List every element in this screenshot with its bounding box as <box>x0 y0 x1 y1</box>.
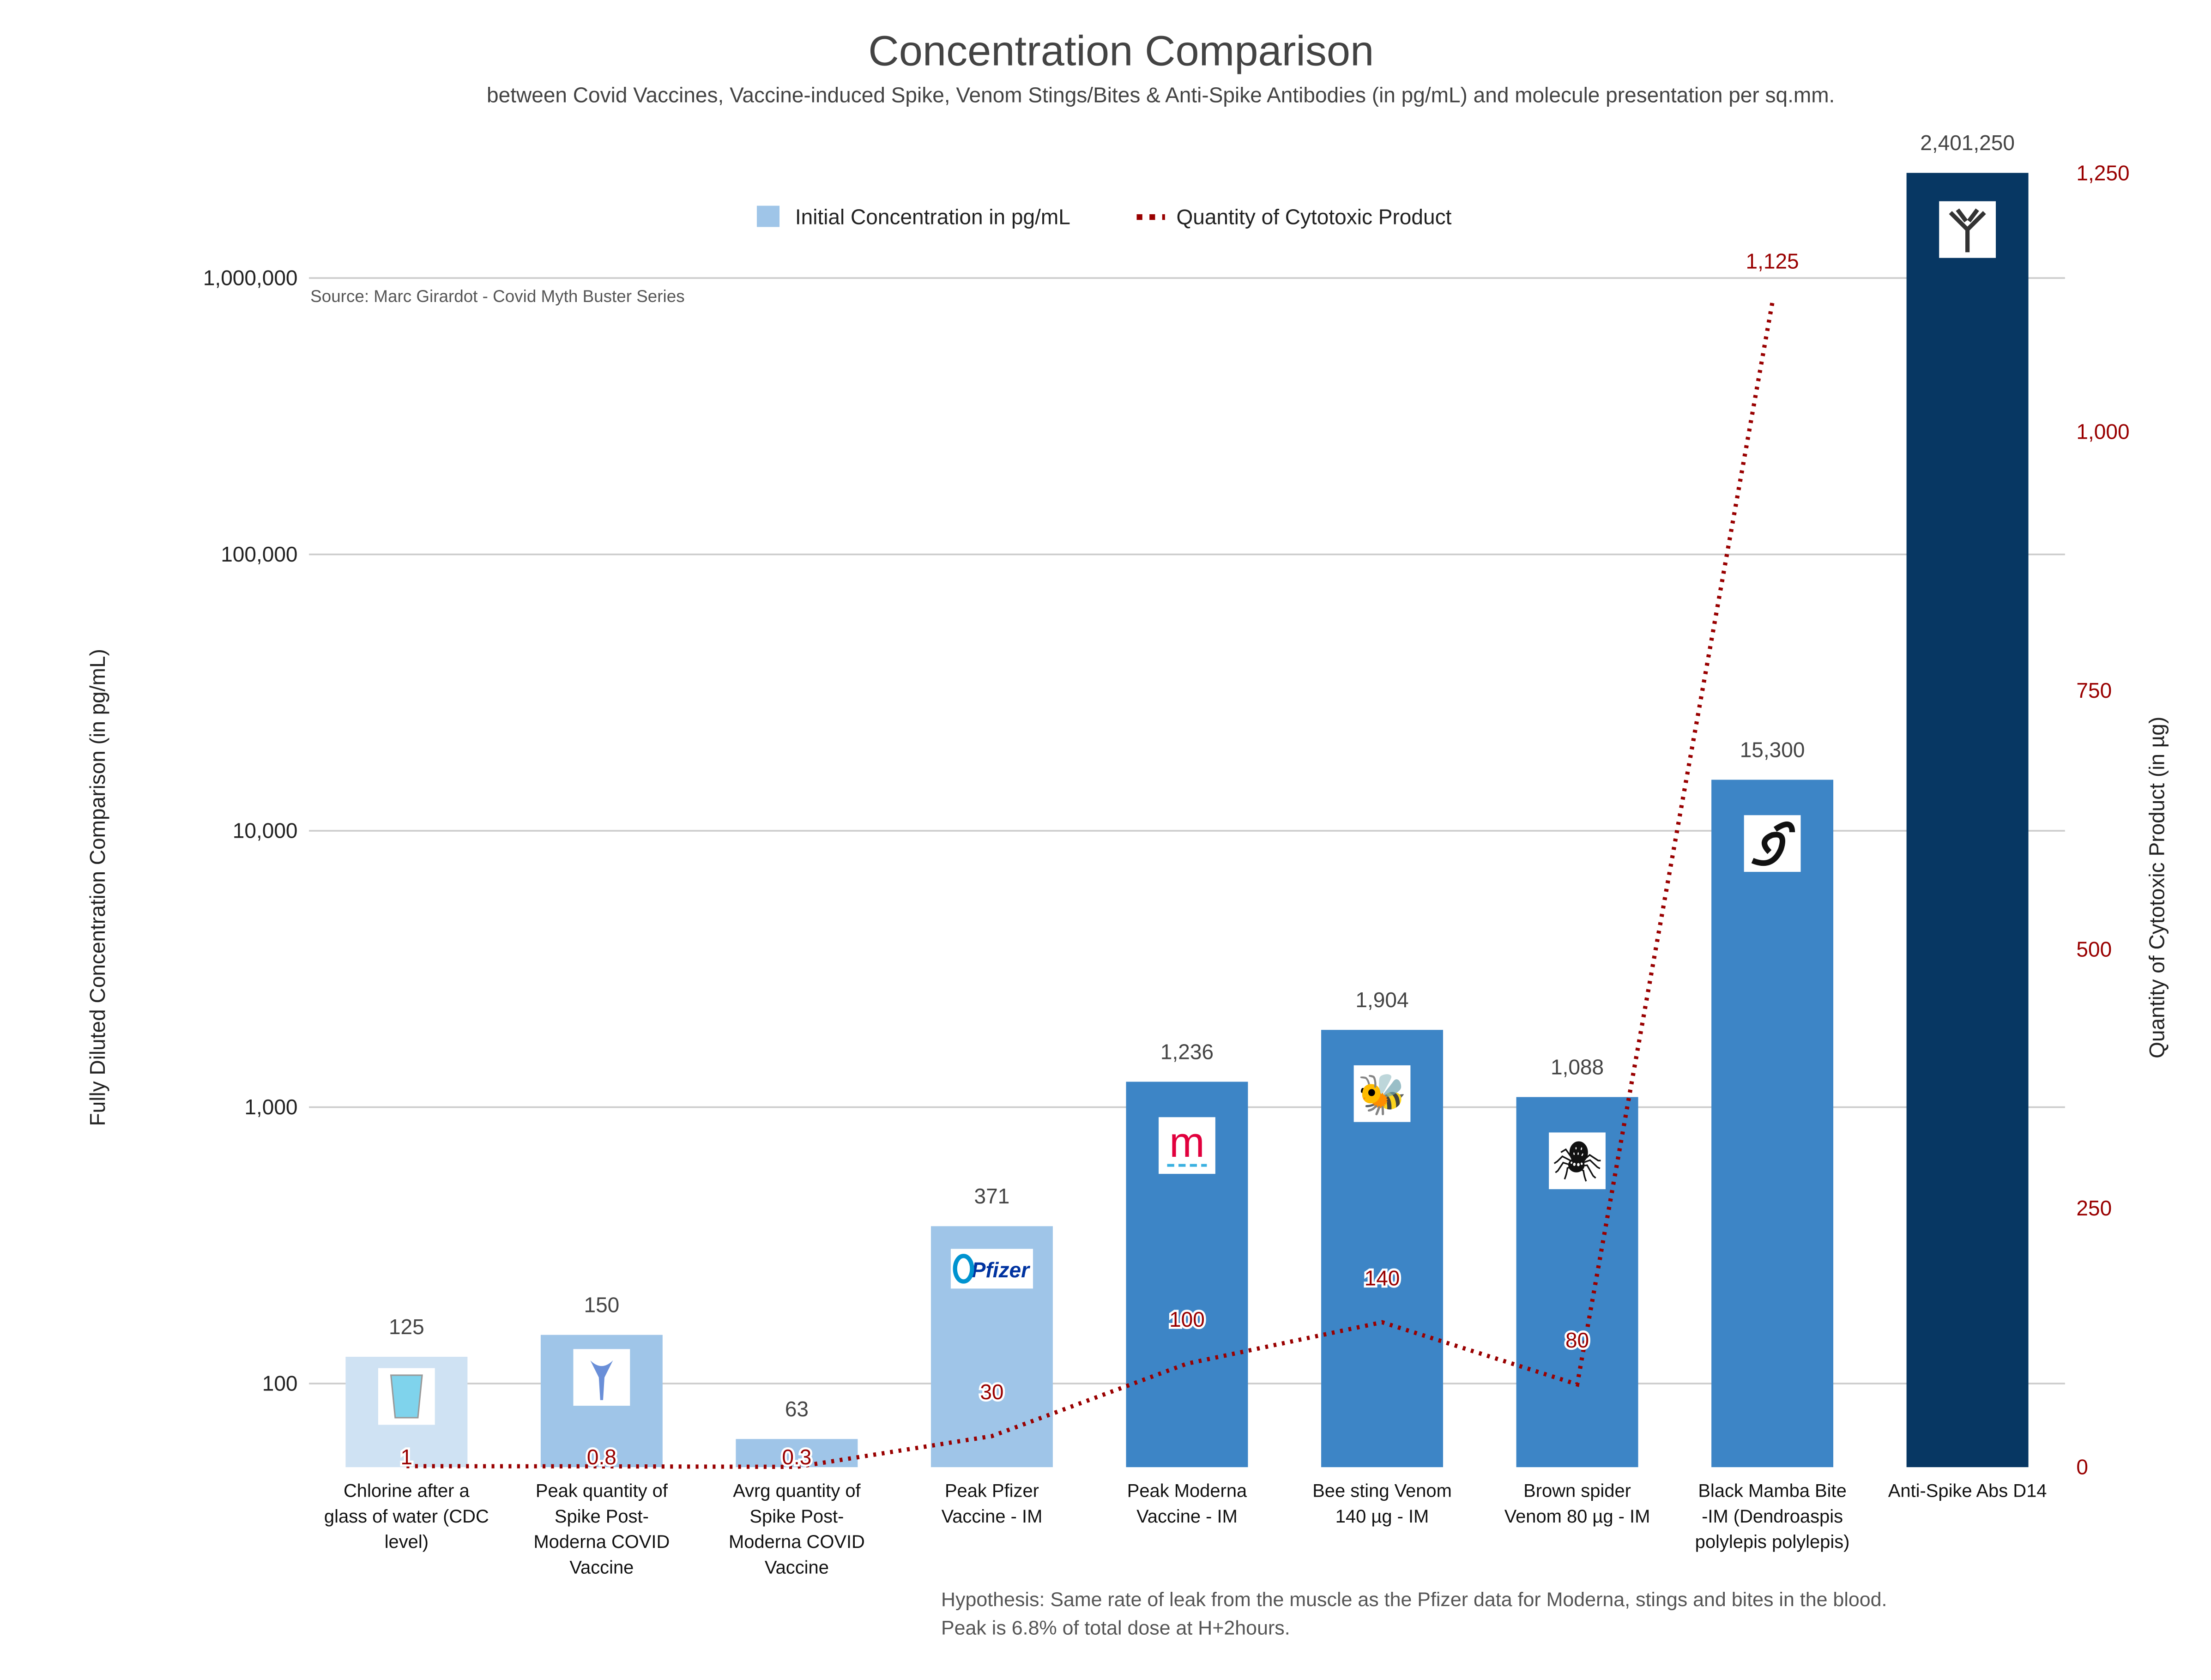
bar <box>736 1439 858 1468</box>
syringe-icon <box>573 1349 630 1406</box>
y-axis-title: Fully Diluted Concentration Comparison (… <box>85 649 109 1126</box>
spider-glyph: 🕷 <box>1552 1139 1602 1184</box>
line-value-label: 0.3 <box>782 1445 811 1469</box>
antibody-shape <box>1949 208 1986 253</box>
legend: Initial Concentration in pg/mL Quantity … <box>756 205 1452 229</box>
water-glass-icon <box>378 1368 435 1425</box>
line-value-label: 140 <box>1365 1266 1400 1290</box>
y-tick-label: 100 <box>262 1371 298 1395</box>
y2-axis-title: Quantity of Cytotoxic Product (in µg) <box>2145 717 2169 1058</box>
bars <box>345 173 2029 1468</box>
y2-tick-label: 1,000 <box>2076 420 2129 444</box>
y-tick-label: 100,000 <box>221 542 297 566</box>
line-point <box>1772 302 1773 303</box>
y2-tick-label: 500 <box>2076 937 2112 961</box>
bee-icon: 🐝 <box>1353 1065 1411 1122</box>
moderna-logo-text: m <box>1169 1118 1205 1166</box>
footnote-line-2: Peak is 6.8% of total dose at H+2hours. <box>941 1617 1290 1639</box>
line-point <box>1382 1322 1383 1323</box>
legend-swatch-bar <box>756 205 780 227</box>
glass-shape <box>390 1374 423 1419</box>
snake-shape <box>1751 822 1795 866</box>
line-point <box>406 1466 407 1467</box>
bee-glyph: 🐝 <box>1358 1072 1407 1117</box>
pfizer-swirl <box>953 1254 974 1284</box>
category-label: Moderna COVID <box>729 1532 865 1552</box>
category-label: Vaccine - IM <box>942 1506 1043 1527</box>
pfizer-logo-icon: Pfizer <box>950 1249 1033 1289</box>
legend-label-line: Quantity of Cytotoxic Product <box>1176 205 1451 229</box>
category-label: Anti-Spike Abs D14 <box>1888 1481 2047 1501</box>
chart-title: Concentration Comparison <box>868 27 1374 75</box>
category-label: Moderna COVID <box>533 1532 670 1552</box>
syringe-shape <box>590 1360 613 1400</box>
y2-tick-label: 1,250 <box>2076 161 2129 185</box>
bar <box>1906 173 2029 1468</box>
cytotoxic-line <box>406 302 1775 1469</box>
bar-value-label: 1,236 <box>1160 1039 1214 1064</box>
antibody-icon <box>1939 201 1996 258</box>
footnote-line-1: Hypothesis: Same rate of leak from the m… <box>941 1589 1887 1611</box>
category-label: Vaccine <box>569 1557 634 1577</box>
category-label: Vaccine - IM <box>1136 1506 1238 1527</box>
category-label: level) <box>385 1532 429 1552</box>
category-label: glass of water (CDC <box>324 1506 489 1527</box>
bar-value-label: 15,300 <box>1740 737 1805 761</box>
y-tick-label: 1,000,000 <box>203 266 298 290</box>
category-label: Peak quantity of <box>536 1481 668 1501</box>
category-label: Avrg quantity of <box>733 1481 861 1501</box>
category-label: -IM (Dendroaspis <box>1702 1506 1843 1527</box>
bar-value-label: 2,401,250 <box>1920 131 2015 155</box>
category-label: polylepis polylepis) <box>1695 1532 1850 1552</box>
icon-background <box>1549 1132 1606 1190</box>
bar-value-label: 1,904 <box>1355 988 1408 1012</box>
snake-icon <box>1744 815 1801 872</box>
line-value-label: 1 <box>401 1445 413 1469</box>
y2-tick-label: 250 <box>2076 1196 2112 1220</box>
spider-icon: 🕷 <box>1549 1132 1606 1190</box>
category-label: Vaccine <box>765 1557 829 1577</box>
line-value-label: 1,125 <box>1746 249 1799 273</box>
line-value-label: 0.8 <box>587 1445 616 1469</box>
chart-subtitle: between Covid Vaccines, Vaccine-induced … <box>487 83 1835 107</box>
category-label: Peak Moderna <box>1127 1481 1247 1501</box>
bar <box>1711 780 1834 1468</box>
category-label: Bee sting Venom <box>1312 1481 1452 1501</box>
bar-value-label: 63 <box>785 1397 809 1421</box>
cytotoxic-line-path <box>406 302 1775 1469</box>
bar-value-label: 150 <box>584 1293 619 1317</box>
y-tick-label: 10,000 <box>233 818 298 842</box>
moderna-logo-icon: m <box>1159 1117 1215 1174</box>
category-label: Venom 80 µg - IM <box>1504 1506 1650 1527</box>
category-label: Chlorine after a <box>344 1481 470 1501</box>
category-label: Peak Pfizer <box>945 1481 1039 1501</box>
bar-value-label: 371 <box>974 1184 1010 1208</box>
line-value-label: 30 <box>980 1380 1003 1404</box>
category-label: 140 µg - IM <box>1335 1506 1429 1527</box>
pfizer-logo-text: Pfizer <box>972 1258 1030 1282</box>
labels: 100 1,000 10,000 100,000 1,000,000 0 250 500 750… <box>203 131 2130 1577</box>
legend-label-bar: Initial Concentration in pg/mL <box>795 205 1070 229</box>
y2-tick-label: 0 <box>2076 1455 2088 1479</box>
category-label: Spike Post- <box>555 1506 649 1527</box>
bar-value-label: 125 <box>389 1315 424 1339</box>
y2-tick-label: 750 <box>2076 678 2112 702</box>
icon-background <box>1353 1065 1411 1122</box>
line-value-label: 100 <box>1169 1307 1205 1331</box>
y-tick-label: 1,000 <box>244 1095 297 1119</box>
category-label: Spike Post- <box>749 1506 844 1527</box>
category-label: Brown spider <box>1523 1481 1631 1501</box>
bar-icons: Pfizer m 🐝 🕷 <box>378 201 1996 1425</box>
category-label: Black Mamba Bite <box>1698 1481 1846 1501</box>
source-note: Source: Marc Girardot - Covid Myth Buste… <box>310 287 684 306</box>
line-value-label: 80 <box>1565 1328 1589 1352</box>
bar-value-label: 1,088 <box>1551 1055 1604 1079</box>
